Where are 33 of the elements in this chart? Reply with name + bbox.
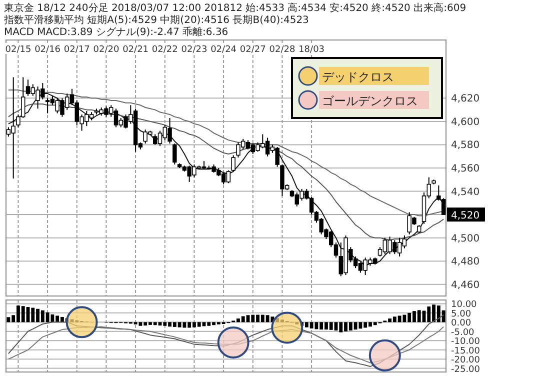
y-tick-label: -15.00 xyxy=(451,346,480,356)
text: MACD MACD:3.89 シグナル(9):-2.47 乖離:6.36 xyxy=(4,26,228,38)
x-tick-label: 02/27 xyxy=(240,45,266,55)
y-tick-label: 5.00 xyxy=(451,309,472,320)
x-tick-label: 02/17 xyxy=(64,45,90,55)
y-tick-label: -10.00 xyxy=(451,337,480,348)
y-tick-label: 10.00 xyxy=(451,300,478,310)
y-tick-label: -5.00 xyxy=(451,328,475,338)
y-tick-label: -25.00 xyxy=(451,364,480,375)
y-tick-label: 4,540 xyxy=(451,186,480,198)
y-tick-label: -20.00 xyxy=(451,356,480,366)
x-tick-label: 02/23 xyxy=(181,45,208,55)
y-tick-label: 0.00 xyxy=(451,318,472,329)
y-tick-label: 4,600 xyxy=(451,116,480,128)
y-tick-label: 4,560 xyxy=(451,164,480,174)
x-tick-label: 02/21 xyxy=(122,45,149,55)
y-tick-label: 4,620 xyxy=(451,94,480,105)
legend-label: ゴールデンクロス xyxy=(322,94,418,108)
y-tick-label: 4,480 xyxy=(451,256,480,268)
text: 東京金 18/12 240分足 2018/03/07 12:00 201812 始:4533 高:4534 安:4520 終:4520 出来高:609 xyxy=(4,2,466,14)
x-tick-label: 02/24 xyxy=(210,45,237,55)
x-tick-label: 02/20 xyxy=(93,45,120,55)
text: 指数平滑移動平均 短期A(5):4529 中期(20):4516 長期B(40):4523 xyxy=(3,14,309,26)
y-tick-label: 4,580 xyxy=(451,140,480,152)
x-tick-label: 18/03 xyxy=(298,45,325,55)
y-tick-label: 4,500 xyxy=(451,233,480,244)
x-tick-label: 02/28 xyxy=(269,45,296,55)
legend-label: デッドクロス xyxy=(322,70,394,84)
x-tick-label: 02/16 xyxy=(34,45,61,55)
x-tick-label: 02/22 xyxy=(152,45,178,55)
x-tick-label: 02/15 xyxy=(5,45,32,55)
y-tick-label: 4,460 xyxy=(451,280,480,291)
ref-line-label: 4,520 xyxy=(451,210,480,222)
